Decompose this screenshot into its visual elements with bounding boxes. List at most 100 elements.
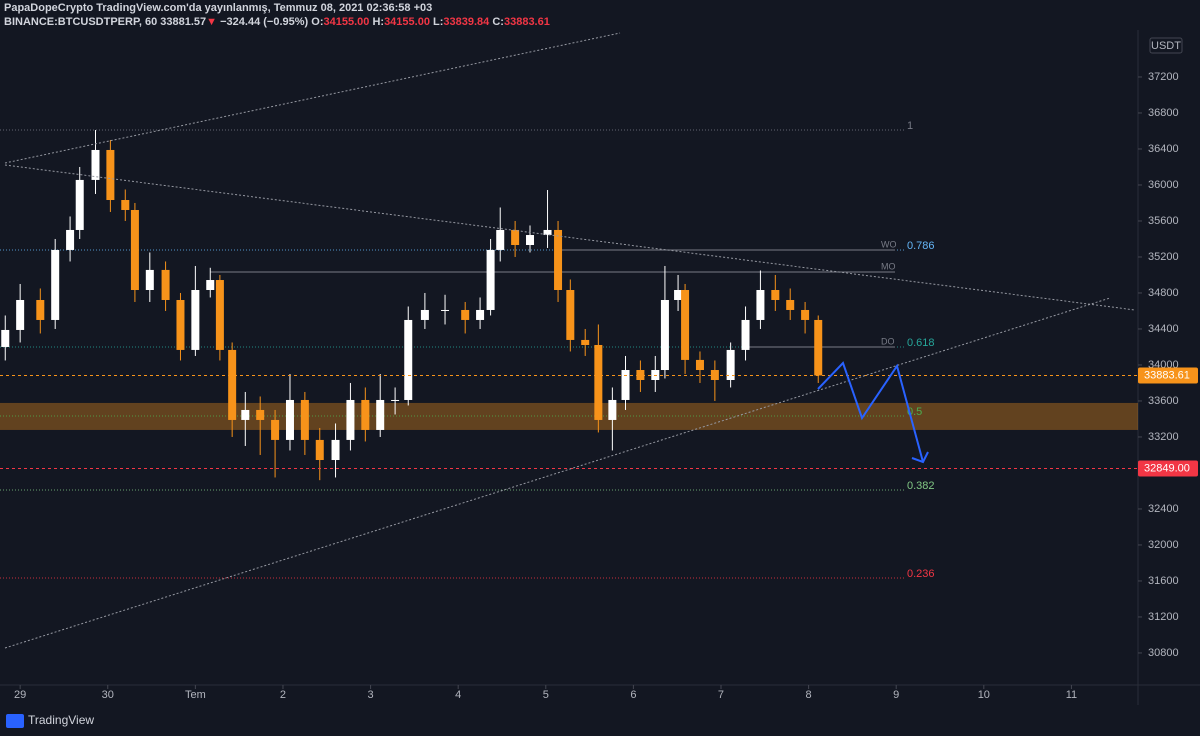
- candle-body: [554, 229, 563, 291]
- x-tick-label: 10: [978, 689, 990, 701]
- ohlc-value: 34155.00: [384, 16, 430, 28]
- x-tick-label: 11: [1066, 689, 1077, 701]
- y-tick-label: 32000: [1148, 539, 1179, 551]
- candle-body: [346, 399, 355, 440]
- candle-body: [681, 290, 690, 360]
- candle-body: [376, 399, 385, 430]
- ohlc-key: O:: [311, 16, 324, 28]
- candle-body: [361, 399, 370, 430]
- candle-body: [241, 409, 250, 420]
- y-tick-label: 31600: [1148, 575, 1179, 587]
- x-tick-label: 30: [102, 689, 114, 701]
- candle-body: [191, 290, 200, 350]
- ohlc-key: L:: [433, 16, 444, 28]
- candle-body: [75, 179, 84, 230]
- ohlc-key: C:: [492, 16, 504, 28]
- ohlc-value: 33839.84: [443, 16, 490, 28]
- candle-body: [621, 370, 630, 400]
- candle-body: [36, 299, 45, 320]
- y-tick-label: 37200: [1148, 71, 1179, 83]
- trendline: [4, 32, 621, 164]
- candle-body: [315, 439, 324, 461]
- candle-body: [300, 399, 309, 440]
- x-tick-label: 8: [806, 689, 812, 701]
- candle-body: [756, 290, 765, 320]
- y-tick-label: 30800: [1148, 647, 1179, 659]
- ohlc-value: 33883.61: [503, 16, 550, 28]
- candle-body: [206, 280, 215, 291]
- brand: TradingView: [28, 713, 94, 727]
- candle-body: [496, 229, 505, 250]
- candle-body: [695, 359, 704, 371]
- x-tick-label: 2: [280, 689, 286, 701]
- header-quote: BINANCE:BTCUSDTPERP, 60 33881.57▼ −324.4…: [4, 16, 550, 28]
- candle-body: [814, 319, 823, 376]
- change-arrow: ▼: [206, 16, 218, 28]
- candle-body: [271, 419, 280, 440]
- candle-body: [594, 344, 603, 420]
- trendline: [4, 297, 1111, 649]
- y-tick-label: 35600: [1148, 215, 1179, 227]
- candle-body: [404, 319, 413, 400]
- x-tick-label: 7: [718, 689, 724, 701]
- y-tick-label: 34400: [1148, 323, 1179, 335]
- y-tick-label: 35200: [1148, 251, 1179, 263]
- candle-body: [145, 269, 154, 291]
- x-tick-label: 5: [543, 689, 549, 701]
- y-tick-label: 36000: [1148, 179, 1179, 191]
- candle-body: [391, 399, 400, 401]
- candle-body: [786, 299, 795, 310]
- x-tick-label: 3: [368, 689, 374, 701]
- ohlc-value: 34155.00: [323, 16, 370, 28]
- header-title: PapaDopeCrypto TradingView.com'da yayınl…: [4, 2, 433, 14]
- candle-body: [161, 269, 170, 300]
- last-price: 33881.57: [160, 16, 207, 28]
- candle-body: [636, 370, 645, 380]
- ohlc-key: H:: [372, 16, 385, 28]
- projection: [817, 361, 924, 463]
- fib-label: 0.382: [907, 480, 935, 492]
- candle-body: [16, 299, 25, 330]
- candle-body: [511, 229, 520, 246]
- y-tick-label: 33600: [1148, 395, 1179, 407]
- candle-body: [771, 290, 780, 300]
- x-tick-label: 29: [14, 689, 26, 701]
- fib-label: 0.236: [907, 568, 935, 580]
- candle-body: [566, 290, 575, 340]
- currency: USDT: [1151, 40, 1181, 52]
- open-label: DO: [881, 336, 895, 346]
- price-tag: [1138, 367, 1198, 384]
- y-tick-label: 34800: [1148, 287, 1179, 299]
- candle-body: [51, 249, 60, 320]
- candle-body: [581, 339, 590, 345]
- candle-body: [801, 309, 810, 320]
- fib-label: 1: [907, 120, 913, 132]
- y-tick-label: 31200: [1148, 611, 1179, 623]
- open-label: MO: [881, 261, 896, 271]
- symbol: BINANCE:BTCUSDTPERP, 60: [4, 16, 158, 28]
- y-tick-label: 36400: [1148, 143, 1179, 155]
- candle-body: [91, 149, 100, 180]
- y-tick-label: 32400: [1148, 503, 1179, 515]
- trendline: [4, 164, 1136, 311]
- candle-body: [106, 149, 115, 201]
- y-tick-label: 33200: [1148, 431, 1179, 443]
- candle-body: [420, 309, 429, 320]
- candle-body: [285, 399, 294, 440]
- candle-body: [486, 249, 495, 310]
- x-tick-label: 6: [630, 689, 636, 701]
- candle-body: [543, 229, 552, 236]
- currency-box: [1149, 37, 1183, 54]
- candle-body: [526, 235, 535, 246]
- fib-label: 0.618: [907, 337, 935, 349]
- candle-body: [176, 299, 185, 350]
- candle-body: [228, 349, 237, 420]
- candle-body: [66, 229, 75, 250]
- projection-arrow: [911, 451, 929, 464]
- candle-body: [674, 290, 683, 300]
- candle-body: [256, 409, 265, 420]
- price-tag-label: 33883.61: [1144, 369, 1190, 381]
